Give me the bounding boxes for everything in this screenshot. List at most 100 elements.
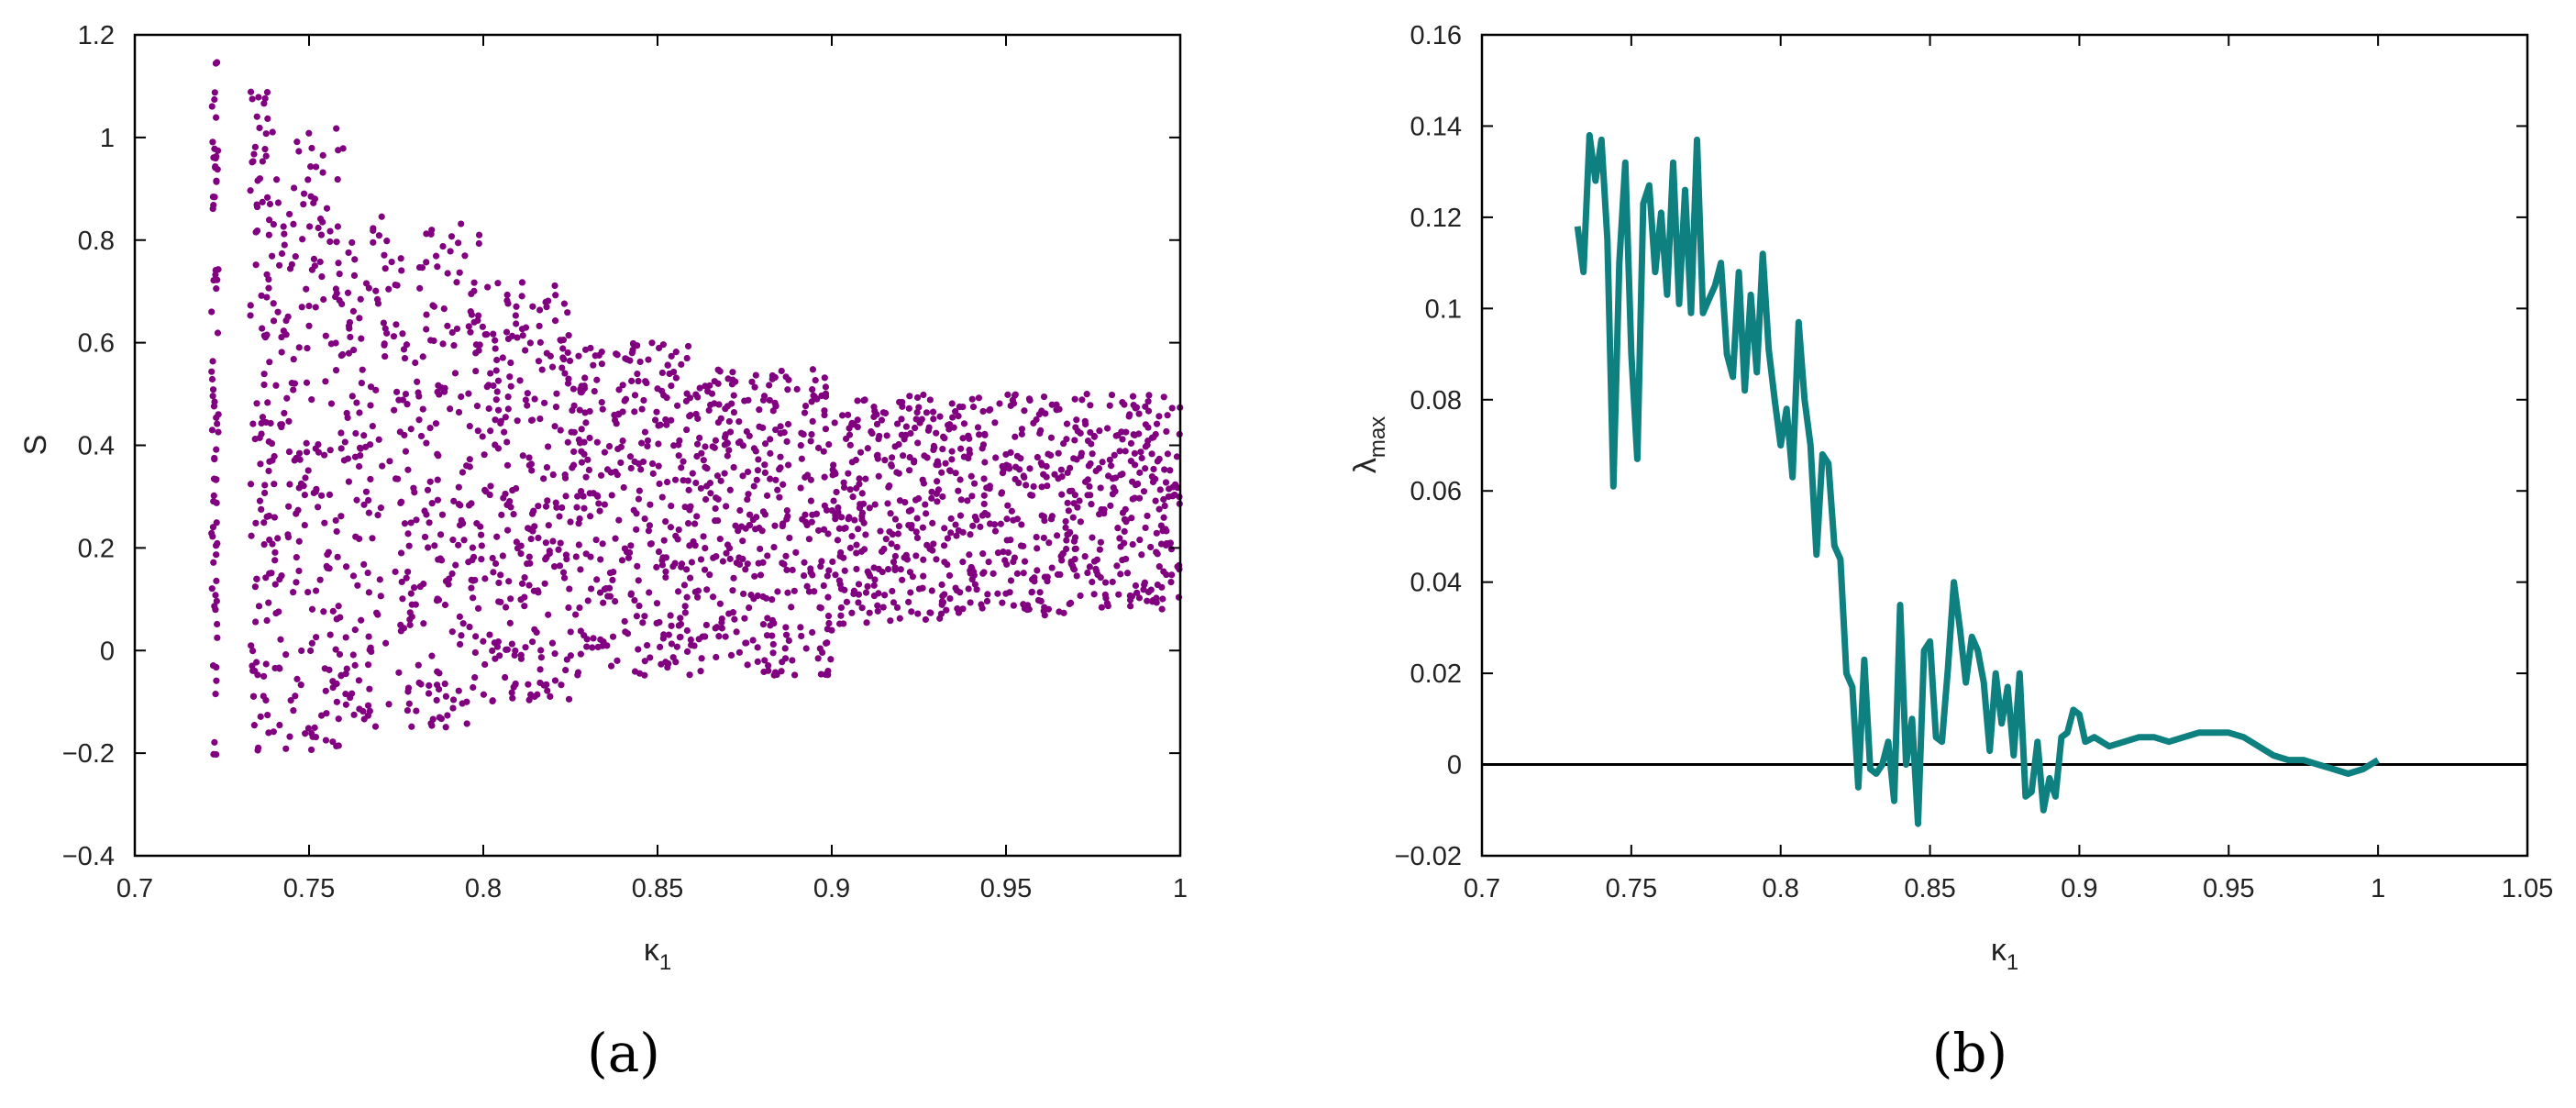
scatter-point [271, 452, 278, 460]
scatter-point [423, 230, 430, 238]
scatter-point [714, 516, 722, 525]
scatter-point [599, 540, 606, 548]
scatter-point [854, 397, 861, 404]
scatter-point [1087, 460, 1094, 468]
scatter-point [209, 393, 216, 400]
scatter-point [807, 476, 814, 483]
scatter-point [646, 589, 653, 596]
scatter-point [948, 448, 956, 455]
scatter-point [934, 458, 941, 465]
scatter-point [334, 223, 342, 230]
scatter-point [381, 352, 389, 360]
b-x-tick-label: 0.9 [2061, 874, 2097, 903]
scatter-point [318, 273, 326, 281]
scatter-point [1076, 497, 1083, 504]
scatter-point [985, 558, 992, 566]
scatter-point [421, 533, 429, 541]
scatter-point [680, 477, 687, 484]
scatter-point [577, 487, 585, 495]
scatter-point [693, 440, 702, 448]
scatter-point [559, 569, 568, 576]
scatter-point [967, 531, 974, 538]
scatter-point [945, 421, 952, 429]
scatter-point [1018, 426, 1026, 433]
scatter-point [790, 671, 799, 679]
scatter-point [344, 455, 352, 462]
scatter-point [1117, 571, 1124, 578]
scatter-point [1155, 563, 1163, 571]
scatter-point [382, 639, 390, 647]
scatter-point [433, 696, 440, 704]
scatter-point [506, 619, 514, 626]
scatter-point [290, 589, 297, 596]
scatter-point [783, 506, 790, 515]
scatter-point [707, 401, 714, 409]
scatter-point [665, 631, 672, 638]
scatter-point [558, 504, 566, 512]
scatter-point [578, 426, 585, 433]
scatter-point [565, 695, 573, 703]
scatter-point [636, 358, 644, 366]
scatter-point [938, 469, 945, 476]
scatter-point [730, 408, 738, 416]
scatter-point [213, 551, 220, 559]
scatter-point [965, 585, 972, 593]
scatter-point [913, 515, 921, 522]
scatter-point [459, 469, 467, 476]
scatter-point [687, 636, 694, 644]
scatter-point [470, 553, 478, 560]
scatter-point [521, 603, 528, 610]
scatter-point [551, 282, 558, 290]
b-y-tick-label: 0.08 [1410, 386, 1462, 416]
scatter-point [922, 501, 929, 508]
scatter-point [311, 724, 318, 731]
scatter-point [353, 496, 360, 504]
scatter-point [536, 306, 544, 314]
scatter-point [448, 328, 456, 337]
scatter-point [1016, 466, 1023, 473]
scatter-point [784, 386, 791, 393]
scatter-point [506, 373, 514, 381]
scatter-point [1153, 420, 1161, 427]
scatter-point [1122, 505, 1129, 513]
scatter-point [722, 633, 729, 640]
scatter-point [261, 334, 270, 341]
scatter-point [1086, 563, 1093, 571]
scatter-point [905, 598, 912, 605]
scatter-point [837, 612, 845, 619]
scatter-point [419, 405, 426, 413]
scatter-point [933, 429, 940, 437]
scatter-point [593, 376, 601, 383]
scatter-point [747, 592, 755, 599]
scatter-point [261, 145, 269, 153]
scatter-point [461, 252, 469, 260]
scatter-point [247, 187, 254, 194]
scatter-point [293, 138, 301, 146]
scatter-point [540, 475, 547, 482]
scatter-point [969, 403, 978, 411]
scatter-point [867, 572, 874, 580]
scatter-point [712, 504, 719, 513]
scatter-point [627, 464, 635, 472]
scatter-point [671, 476, 680, 483]
scatter-point [789, 566, 796, 574]
scatter-point [706, 382, 713, 389]
scatter-point [1106, 456, 1113, 463]
scatter-point [546, 548, 553, 555]
scatter-point [746, 511, 754, 518]
scatter-point [680, 458, 687, 465]
scatter-point [281, 409, 288, 417]
scatter-point [470, 594, 477, 602]
scatter-point [848, 421, 856, 428]
scatter-point [810, 392, 817, 399]
scatter-point [210, 492, 217, 499]
scatter-point [1070, 455, 1078, 462]
scatter-point [258, 505, 265, 513]
scatter-point [1025, 395, 1034, 403]
scatter-point [1060, 609, 1067, 616]
scatter-point [1038, 483, 1045, 491]
scatter-point [1155, 455, 1163, 463]
scatter-point [564, 380, 572, 387]
scatter-point [428, 722, 436, 729]
scatter-point [465, 559, 472, 566]
